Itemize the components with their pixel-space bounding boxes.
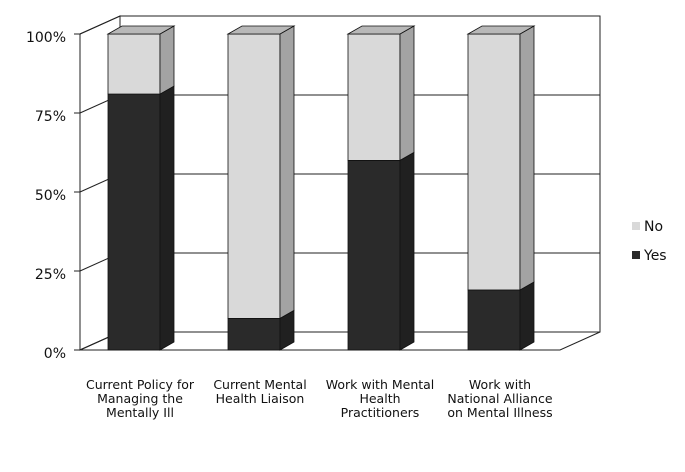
x-tick-label: Work with Mental Health Practitioners: [325, 377, 435, 420]
bar-front: [227, 317, 281, 351]
bar-front: [467, 33, 521, 291]
bar-front: [227, 33, 281, 319]
x-tick-label: Work with National Alliance on Mental Il…: [447, 377, 553, 420]
bar-segment: [347, 151, 415, 351]
x-tick-label: Current Mental Health Liaison: [213, 377, 307, 406]
bar-segment: [106, 25, 176, 95]
bar-side: [399, 25, 415, 162]
y-tick-label: 0%: [44, 346, 66, 362]
bar-top: [346, 25, 416, 35]
bar-segment: [346, 25, 416, 162]
bar-front: [347, 159, 401, 351]
bar-front: [107, 93, 161, 351]
bar-side: [159, 85, 175, 351]
bar-front: [107, 33, 161, 95]
bar-side: [519, 281, 535, 351]
y-tick-label: 100%: [26, 30, 66, 46]
bar-top: [226, 25, 296, 35]
bar-segment: [466, 25, 536, 291]
y-tick-label: 50%: [35, 188, 66, 204]
bar-side: [519, 25, 535, 291]
bar-side: [279, 25, 295, 320]
bar-segment: [107, 85, 175, 351]
bar-front: [467, 289, 521, 351]
bar-top: [466, 25, 536, 35]
x-tick-label: Current Policy for Managing the Mentally…: [85, 377, 195, 420]
bar-front: [347, 33, 401, 161]
bar-segment: [227, 309, 295, 351]
y-tick-label: 75%: [35, 109, 66, 125]
bar-top: [106, 25, 176, 35]
legend-swatch: [632, 251, 640, 259]
bar-segment: [226, 25, 296, 320]
legend-swatch: [632, 222, 640, 230]
y-tick-label: 25%: [35, 267, 66, 283]
bar-side: [159, 25, 175, 95]
legend-label: No: [644, 219, 663, 235]
legend-label: Yes: [643, 248, 667, 264]
bar-segment: [467, 281, 535, 351]
bar-side: [399, 151, 415, 351]
grid-line: [79, 15, 600, 35]
